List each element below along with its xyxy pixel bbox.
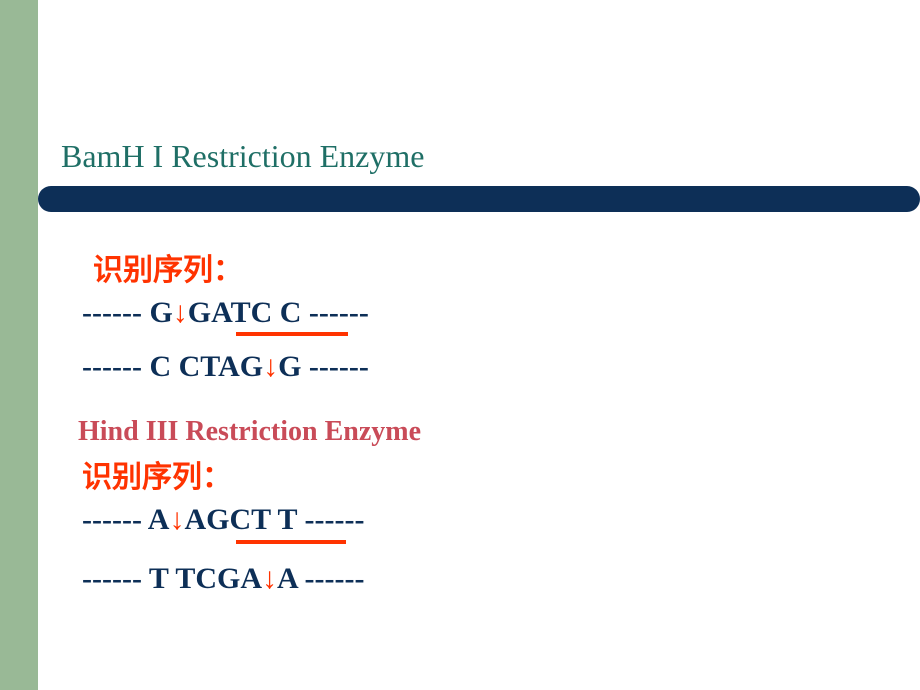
section2-sequence-top: ------ A↓AGCT T ------ [82, 503, 364, 537]
title-divider [38, 186, 920, 212]
section1-sequence-top: ------ G↓GATC C ------ [82, 296, 369, 330]
section1-sequence-bottom: ------ C CTAG↓G ------ [82, 350, 369, 384]
slide-content: BamH I Restriction Enzyme 识别序列： ------ G… [38, 0, 920, 690]
section1-label: 识别序列： [93, 245, 243, 289]
section2-underline [236, 540, 346, 544]
enzyme2-title: Hind III Restriction Enzyme [78, 416, 421, 448]
section1-underline [236, 332, 348, 336]
left-accent-band [0, 0, 38, 690]
section2-label: 识别序列： [82, 452, 232, 496]
slide-title: BamH I Restriction Enzyme [61, 138, 424, 175]
section2-sequence-bottom: ------ T TCGA↓A ------ [82, 562, 364, 596]
